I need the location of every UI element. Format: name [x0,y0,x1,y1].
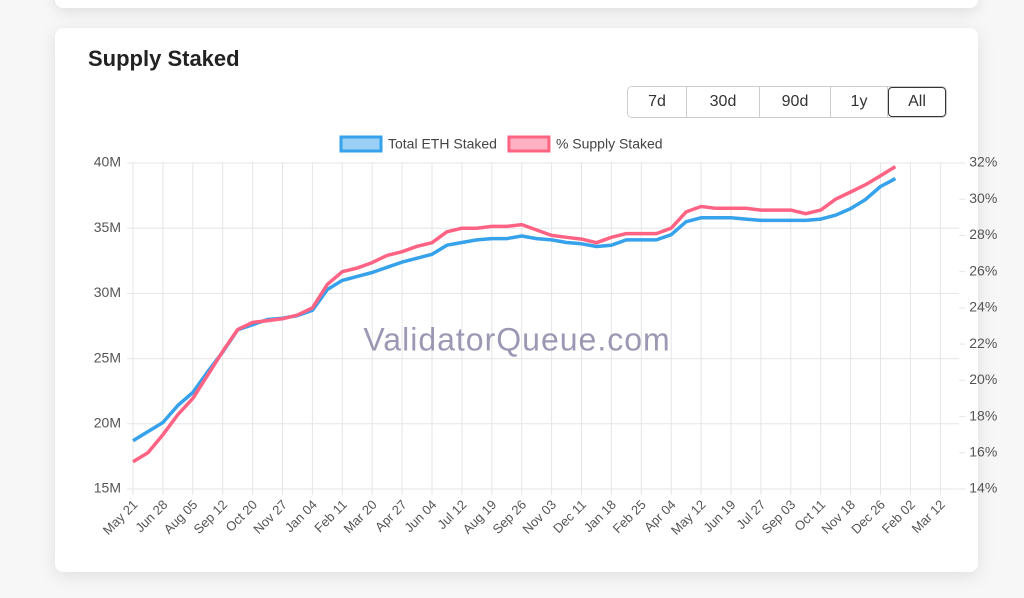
y2-tick-label: 18% [969,407,997,423]
watermark: ValidatorQueue.com [363,321,670,357]
y2-tick-label: 30% [969,190,997,206]
previous-card [55,0,978,8]
x-tick-label: Feb 25 [610,497,649,536]
y2-tick-label: 20% [969,371,997,387]
x-tick-label: Sep 03 [759,497,799,537]
y2-tick-label: 32% [969,154,997,170]
chart-title: Supply Staked [88,46,240,71]
y-tick-label: 25M [94,349,121,365]
x-tick-label: Dec 11 [550,497,589,536]
chart-card: Supply Staked 7d 30d 90d 1y All [55,28,978,572]
y2-tick-label: 16% [969,443,997,459]
series-line [132,177,897,443]
legend-label: Total ETH Staked [388,136,497,152]
series-line [132,165,897,464]
legend-label: % Supply Staked [556,136,663,152]
range-button[interactable]: 30d [687,87,760,117]
x-tick-label: Jun 04 [401,497,439,535]
range-selector: 7d 30d 90d 1y All [627,86,947,118]
x-tick-label: Jan 04 [282,497,320,535]
x-tick-label: Dec 26 [848,497,888,537]
y-tick-label: 40M [94,154,121,170]
y-tick-label: 30M [94,284,121,300]
y2-tick-label: 14% [969,480,997,496]
y-tick-label: 20M [94,415,121,431]
x-tick-label: Jun 19 [700,497,738,535]
x-tick-label: Mar 12 [909,497,948,536]
x-tick-label: Nov 27 [250,497,290,537]
y2-tick-label: 24% [969,299,997,315]
legend-swatch [507,135,551,153]
y-tick-label: 15M [94,480,121,496]
range-button[interactable]: All [888,87,946,117]
x-tick-label: Apr 27 [372,497,410,535]
x-tick-label: Sep 12 [191,497,231,537]
y2-tick-label: 28% [969,226,997,242]
legend-swatch [339,135,383,153]
range-button[interactable]: 90d [760,87,831,117]
x-tick-label: Nov 03 [519,497,559,537]
range-button[interactable]: 1y [831,87,888,117]
y2-tick-label: 22% [969,335,997,351]
y2-tick-label: 26% [969,262,997,278]
range-button[interactable]: 7d [628,87,687,117]
x-tick-label: May 21 [100,497,141,538]
x-tick-label: Mar 20 [341,497,380,536]
y-tick-label: 35M [94,219,121,235]
